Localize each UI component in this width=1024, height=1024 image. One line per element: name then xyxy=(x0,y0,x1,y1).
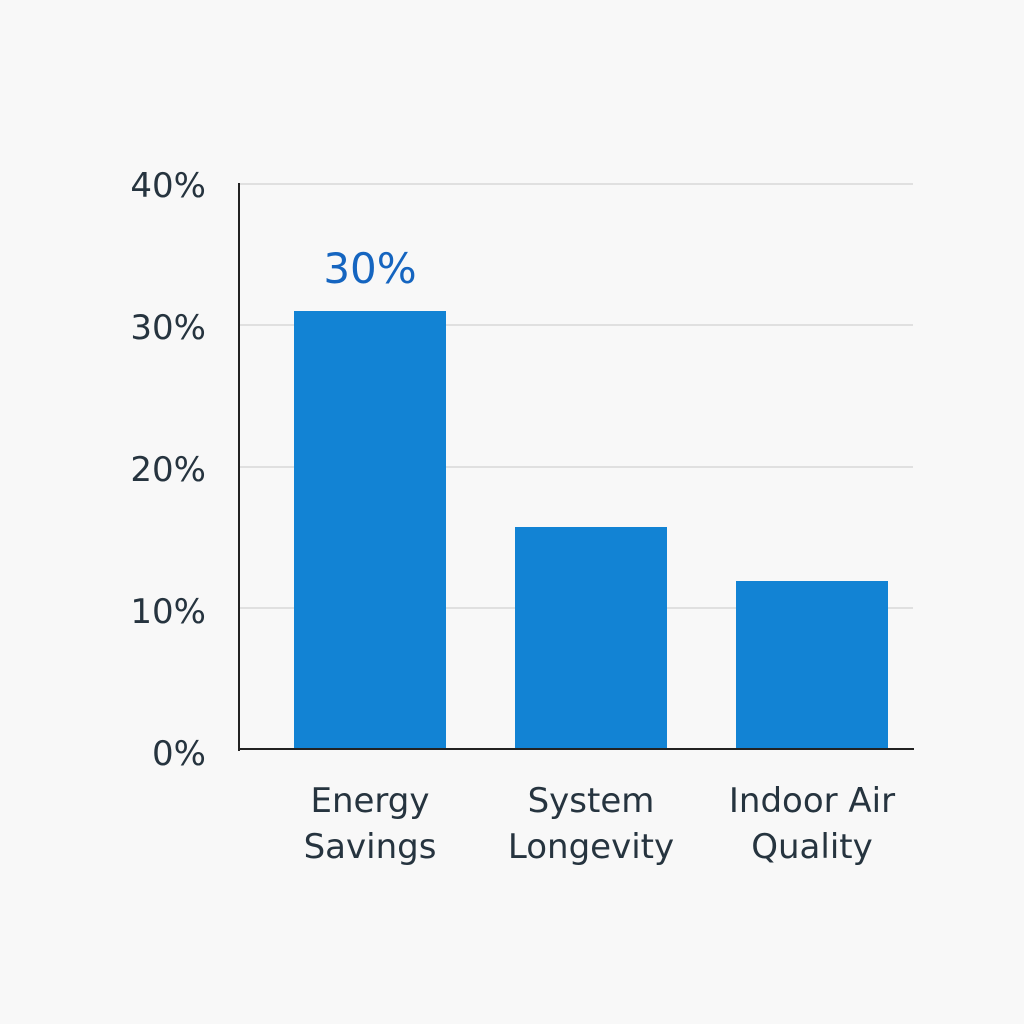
gridline-20 xyxy=(240,466,913,468)
bar-indoor-air-quality xyxy=(736,581,888,749)
gridline-30 xyxy=(240,324,913,326)
y-tick-30: 30% xyxy=(130,308,206,348)
x-label-system-longevity: System Longevity xyxy=(507,781,675,867)
gridline-40 xyxy=(240,183,913,185)
data-label-energy-savings: 30% xyxy=(323,244,417,293)
bar-system-longevity xyxy=(515,527,667,749)
y-tick-40: 40% xyxy=(130,166,206,206)
y-tick-20: 20% xyxy=(130,450,206,490)
y-axis-line xyxy=(238,183,240,751)
x-label-indoor-air-quality: Indoor Air Quality xyxy=(728,781,896,867)
bar-energy-savings xyxy=(294,311,446,749)
x-axis-line xyxy=(238,748,914,750)
y-tick-0: 0% xyxy=(152,734,206,774)
x-label-energy-savings: Energy Savings xyxy=(303,781,437,867)
y-tick-10: 10% xyxy=(130,592,206,632)
